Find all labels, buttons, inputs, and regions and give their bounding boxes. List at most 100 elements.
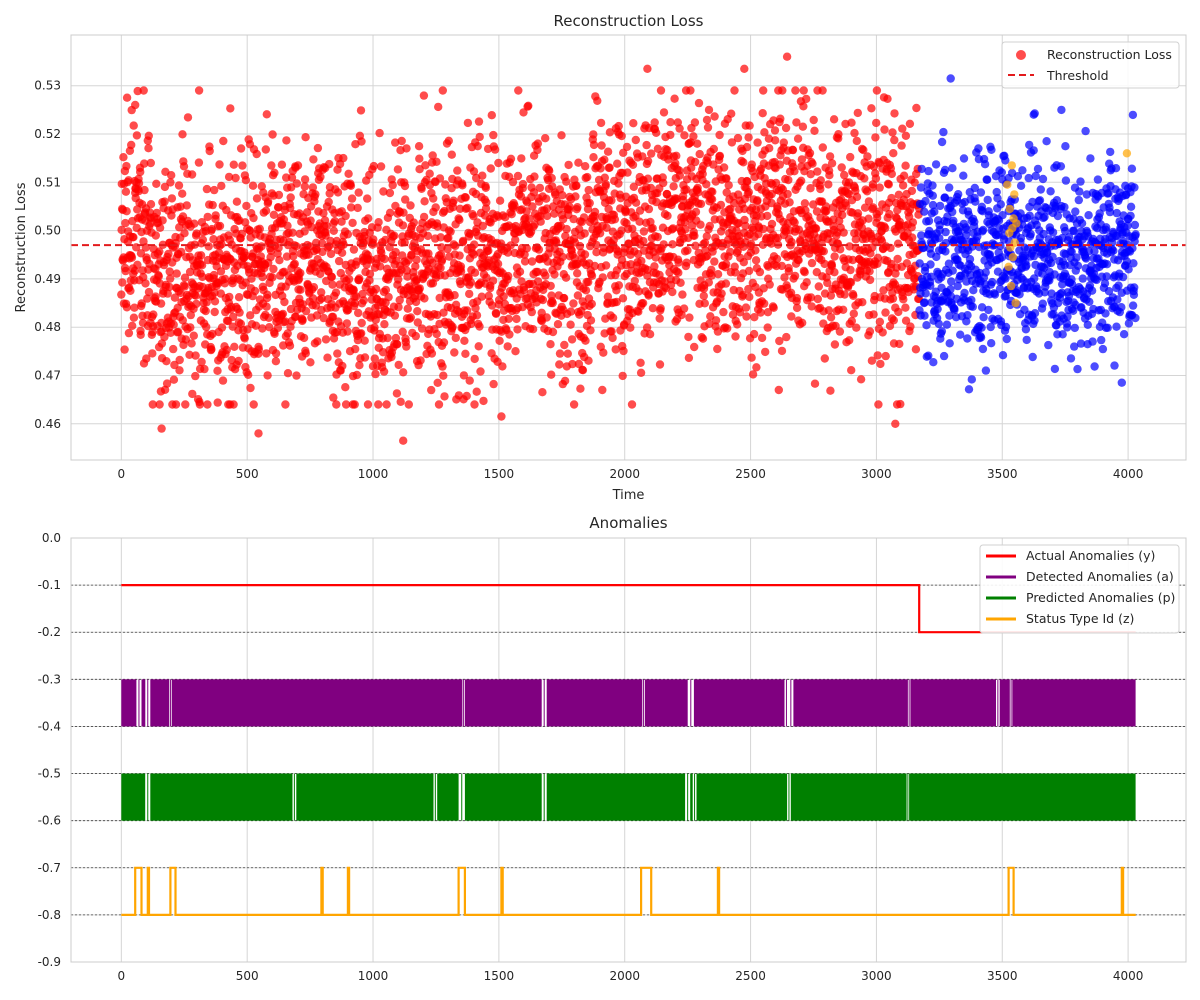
scatter-point [744, 266, 754, 276]
scatter-point [635, 217, 644, 226]
scatter-point [343, 327, 352, 336]
scatter-point [639, 236, 648, 246]
scatter-point [246, 383, 255, 393]
scatter-point [727, 138, 737, 147]
scatter-point [160, 197, 169, 206]
legend-label-predicted: Predicted Anomalies (p) [1026, 590, 1175, 605]
scatter-point [530, 172, 539, 181]
scatter-point [258, 272, 267, 282]
scatter-point [495, 196, 505, 205]
scatter-point [569, 214, 578, 224]
scatter-point [432, 329, 441, 339]
scatter-point-test [932, 252, 941, 262]
scatter-point [317, 294, 326, 303]
scatter-point [826, 291, 836, 300]
scatter-point [709, 160, 718, 169]
scatter-point [148, 349, 157, 358]
scatter-point [269, 210, 279, 219]
scatter-point [329, 393, 338, 402]
scatter-point [643, 64, 652, 74]
scatter-point-test [916, 183, 926, 192]
scatter-point [130, 303, 139, 312]
scatter-point [543, 211, 552, 221]
scatter-point [286, 193, 295, 202]
scatter-point [778, 86, 787, 95]
scatter-point [324, 197, 333, 207]
scatter-point [864, 214, 873, 223]
scatter-point [187, 339, 196, 348]
scatter-point [727, 109, 736, 118]
scatter-point [589, 140, 599, 150]
scatter-point [402, 342, 411, 351]
scatter-point-test [1072, 253, 1081, 262]
scatter-point [744, 133, 753, 142]
scatter-point [434, 400, 444, 409]
scatter-point [380, 254, 389, 264]
scatter-point [488, 276, 498, 285]
series-band-predicted [696, 773, 788, 821]
y-tick-label: 0.49 [34, 272, 61, 286]
series-band-predicted [546, 773, 686, 821]
scatter-point [162, 379, 172, 388]
scatter-point [142, 354, 151, 363]
scatter-point [666, 130, 675, 140]
scatter-point [719, 307, 728, 317]
scatter-point [800, 268, 809, 277]
scatter-point [829, 115, 839, 124]
scatter-point [152, 208, 161, 218]
scatter-point [542, 194, 551, 203]
scatter-point [402, 266, 411, 275]
scatter-point [587, 299, 596, 309]
scatter-point [245, 226, 254, 235]
scatter-point [622, 142, 632, 152]
series-band-detected [999, 679, 1010, 727]
scatter-point [872, 86, 882, 95]
scatter-point-test [1087, 286, 1097, 295]
scatter-point [235, 308, 244, 317]
scatter-point [705, 221, 714, 231]
scatter-point [911, 345, 921, 354]
scatter-point [390, 231, 399, 240]
scatter-point [329, 226, 338, 235]
scatter-point [158, 216, 167, 225]
scatter-point [859, 145, 868, 155]
scatter-point [446, 227, 455, 236]
scatter-point-test [1081, 254, 1091, 263]
scatter-point [354, 308, 363, 318]
scatter-point [699, 291, 708, 301]
scatter-point [824, 180, 833, 189]
scatter-point [564, 160, 573, 170]
scatter-point [901, 316, 911, 325]
scatter-point [806, 170, 815, 179]
scatter-point-test [1088, 337, 1097, 346]
x-tick-label: 1000 [358, 969, 389, 983]
scatter-point [174, 181, 184, 190]
scatter-point [912, 103, 921, 113]
scatter-point [309, 155, 318, 164]
scatter-point [819, 247, 828, 256]
scatter-point [763, 211, 772, 221]
x-tick-label: 500 [236, 467, 259, 481]
scatter-point [873, 259, 882, 268]
scatter-point [481, 183, 490, 192]
scatter-point [296, 268, 305, 278]
scatter-point [208, 200, 217, 210]
scatter-point-test [979, 313, 988, 322]
scatter-point-test [1046, 187, 1055, 196]
scatter-point [453, 166, 462, 175]
scatter-point [137, 299, 146, 308]
scatter-point-test [1102, 272, 1111, 281]
scatter-point [744, 284, 753, 294]
scatter-point [518, 179, 528, 189]
scatter-point-test [1111, 164, 1121, 173]
scatter-point-test [1076, 177, 1085, 186]
scatter-point [541, 134, 550, 143]
scatter-point [333, 349, 342, 358]
scatter-point [811, 224, 821, 233]
scatter-point [266, 253, 275, 262]
scatter-point [560, 340, 569, 350]
scatter-point [505, 330, 514, 339]
scatter-point [806, 293, 816, 302]
scatter-point-test [981, 366, 991, 375]
